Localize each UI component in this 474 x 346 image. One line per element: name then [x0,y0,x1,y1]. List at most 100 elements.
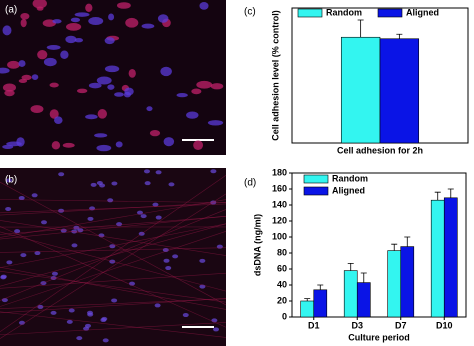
legend-label: Random [332,173,368,183]
cell [2,25,12,36]
fiber [0,270,227,303]
cell [52,19,62,24]
bar [343,270,358,318]
cell [2,83,16,92]
y-tick-label: 60 [277,263,287,273]
cell [20,12,30,20]
fiber [0,247,227,253]
x-axis-label: Cell adhesion for 2h [337,145,423,155]
nucleus [102,338,109,343]
cell [125,17,139,28]
y-axis-label: Cell adhesion level (% control) [270,10,280,141]
nucleus [199,258,206,263]
nucleus [87,312,94,317]
cell [88,82,102,89]
nucleus [50,310,57,315]
error-bar [304,298,311,301]
nucleus [76,336,83,341]
nucleus [101,316,108,321]
nucleus [182,313,189,318]
panel-label: (c) [244,7,256,18]
nucleus [73,225,80,230]
x-axis-label: Culture period [348,332,410,342]
panel-label: (d) [244,178,256,189]
cell [49,109,59,119]
cell [74,38,84,43]
x-tick-label: D3 [351,320,363,330]
legend-label: Aligned [406,7,439,17]
y-tick-label: 100 [272,231,287,241]
scale-bar [182,139,214,141]
cell [116,2,131,9]
nucleus [51,271,58,276]
fiber [0,181,227,306]
nucleus [163,258,170,263]
cell [30,105,44,114]
nucleus [111,181,118,186]
y-axis-label: dsDNA (ng/ml) [252,214,262,276]
panel-label: (b) [5,175,17,186]
bar [300,300,315,318]
x-tick-label: D10 [436,320,453,330]
bar [313,289,328,318]
fiber [0,226,227,328]
scale-bar [182,326,214,328]
fiber [0,231,227,307]
nucleus [90,182,97,187]
nucleus [18,196,25,201]
cell [107,84,115,90]
cell [66,23,82,31]
cell [60,50,69,59]
nucleus [34,251,41,256]
nucleus [66,319,73,324]
cell [186,111,199,119]
cell [16,137,25,147]
cell [160,66,172,77]
fiber [0,322,227,336]
cell [176,92,188,98]
cell [2,144,14,150]
error-bar [447,188,454,198]
cell [128,68,136,78]
fiber [0,220,227,256]
cell [141,23,155,29]
fiber [0,203,227,214]
nucleus [165,266,172,271]
y-tick-label: 160 [272,183,287,193]
nucleus [155,170,162,175]
cell [62,142,75,148]
error-bar [347,263,354,271]
fiber [0,216,227,235]
nucleus [210,169,217,174]
nucleus [172,254,179,259]
nucleus [168,182,175,187]
error-bar [357,19,364,38]
legend-swatch [297,8,323,18]
nucleus [116,222,123,227]
nucleus [0,274,7,279]
y-tick-label: 80 [277,247,287,257]
x-tick-label: D7 [395,320,407,330]
legend-label: Random [326,7,362,17]
cell [21,74,32,81]
cell [54,116,63,125]
plot-frame [291,172,467,318]
cell [32,0,47,9]
cell [18,78,28,83]
micrographs [0,0,227,346]
cell [114,92,124,97]
nucleus [144,181,151,186]
fiber [0,199,227,203]
cell [115,141,123,148]
nucleus [107,198,114,203]
cell [88,17,104,26]
nucleus [20,253,27,258]
cell [199,2,209,10]
cell [49,82,59,88]
nucleus [84,323,91,328]
nucleus [155,215,162,220]
micrograph-b [0,168,226,346]
cell [123,91,132,98]
cell [104,65,120,73]
